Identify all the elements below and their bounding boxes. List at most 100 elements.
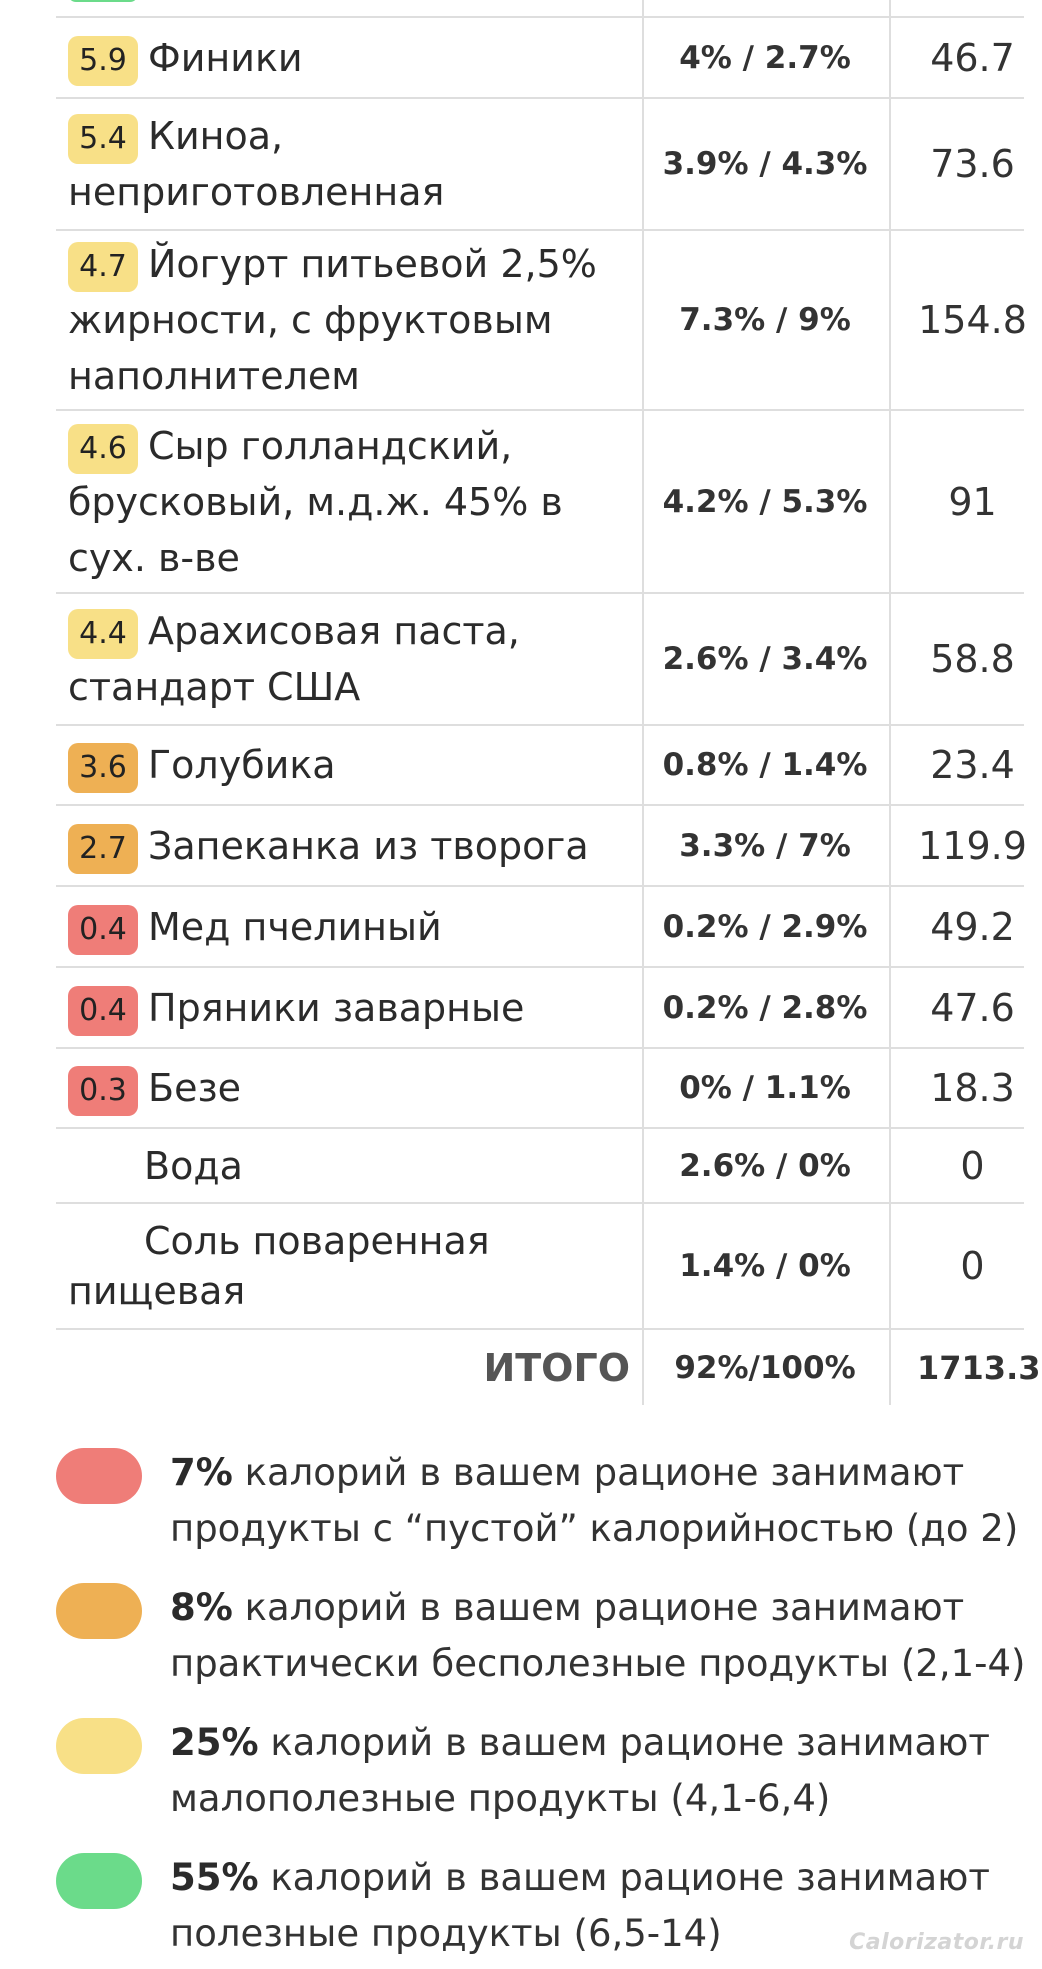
- food-name: Безе: [148, 1066, 242, 1110]
- legend-text: 25% калорий в вашем рационе занимают мал…: [170, 1715, 1030, 1827]
- legend-text: 8% калорий в вашем рационе занимают прак…: [170, 1580, 1030, 1692]
- food-name-cell: 4.6 Сыр голландский, брусковый, м.д.ж. 45…: [68, 411, 628, 592]
- food-name-cell: 0.3 Безе: [68, 1049, 628, 1127]
- percent-cell: 0.8% / 1.4%: [662, 747, 868, 783]
- kcal-cell: 0: [960, 1143, 985, 1188]
- kcal-cell: 49.2: [930, 904, 1015, 949]
- table-row: Соль поваренная пищевая 1.4% / 0% 0: [0, 1204, 1042, 1328]
- food-name-cell: 2.7 Запеканка из творога: [68, 806, 628, 885]
- row-divider: [56, 97, 1024, 99]
- food-name: Вода: [144, 1143, 243, 1188]
- table-row: 3.6 Голубика 0.8% / 1.4% 23.4: [0, 726, 1042, 804]
- food-name-cell: 3.6 Голубика: [68, 726, 628, 804]
- partial-green-badge: [68, 0, 138, 2]
- column-divider-1: [642, 0, 644, 1405]
- score-badge: 0.4: [68, 985, 138, 1036]
- legend-text: 7% калорий в вашем рационе занимают прод…: [170, 1445, 1030, 1557]
- food-name: Финики: [148, 35, 303, 80]
- table-row: 4.7 Йогурт питьевой 2,5% жирности, с фрук…: [0, 231, 1042, 409]
- kcal-cell: 119.9: [918, 823, 1027, 868]
- row-divider: [56, 966, 1024, 968]
- legend-description: калорий в вашем рационе занимают полезны…: [170, 1856, 990, 1955]
- food-name-cell: 0.4 Мед пчелиный: [68, 887, 628, 966]
- percent-cell: 4.2% / 5.3%: [662, 483, 868, 520]
- column-divider-2: [889, 0, 891, 1405]
- kcal-cell: 0: [960, 1244, 985, 1288]
- legend-swatch: [56, 1853, 142, 1909]
- score-badge: 4.4: [68, 609, 138, 659]
- table-row: 2.7 Запеканка из творога 3.3% / 7% 119.9: [0, 806, 1042, 885]
- legend-text: 55% калорий в вашем рационе занимают пол…: [170, 1850, 1030, 1962]
- food-name: Киноа, неприготовленная: [68, 114, 445, 214]
- food-name-cell: 5.9 Финики: [68, 18, 628, 97]
- legend-percent: 8%: [170, 1586, 233, 1629]
- score-badge: 0.3: [68, 1066, 138, 1116]
- row-divider: [56, 1328, 1024, 1330]
- legend-description: калорий в вашем рационе занимают малопол…: [170, 1721, 990, 1820]
- row-divider: [56, 1047, 1024, 1049]
- row-divider: [56, 409, 1024, 411]
- kcal-cell: 23.4: [930, 743, 1015, 787]
- table-row: 5.4 Киноа, неприготовленная 3.9% / 4.3% 7…: [0, 99, 1042, 229]
- food-name-cell: 4.7 Йогурт питьевой 2,5% жирности, с фрук…: [68, 231, 628, 409]
- kcal-cell: 18.3: [930, 1066, 1015, 1110]
- table-row: 4.6 Сыр голландский, брусковый, м.д.ж. 45…: [0, 411, 1042, 592]
- percent-cell: 3.9% / 4.3%: [662, 146, 868, 182]
- kcal-cell: 46.7: [930, 35, 1015, 80]
- food-name-cell: 4.4 Арахисовая паста, стандарт США: [68, 594, 628, 724]
- score-badge: 4.7: [68, 242, 138, 292]
- food-name: Мед пчелиный: [148, 904, 442, 949]
- percent-cell: 0% / 1.1%: [679, 1070, 851, 1106]
- food-name-cell: Соль поваренная пищевая: [68, 1204, 628, 1328]
- food-name: Соль поваренная пищевая: [68, 1219, 490, 1313]
- row-divider: [56, 885, 1024, 887]
- food-name-cell: 5.4 Киноа, неприготовленная: [68, 99, 628, 229]
- row-divider: [56, 1127, 1024, 1129]
- percent-cell: 0.2% / 2.9%: [662, 908, 868, 945]
- food-name: Запеканка из творога: [148, 823, 589, 868]
- score-badge: 0.4: [68, 904, 138, 955]
- percent-cell: 0.2% / 2.8%: [662, 989, 868, 1026]
- table-row: 0.4 Пряники заварные 0.2% / 2.8% 47.6: [0, 968, 1042, 1047]
- percent-cell: 4% / 2.7%: [679, 39, 851, 76]
- total-percent: 92%/100%: [674, 1349, 856, 1386]
- food-name-cell: Вода: [68, 1129, 628, 1202]
- legend-description: калорий в вашем рационе занимают продукт…: [170, 1451, 1019, 1550]
- total-row: ИТОГО 92%/100% 1713.3: [0, 1330, 1042, 1405]
- table-row: 0.3 Безе 0% / 1.1% 18.3: [0, 1049, 1042, 1127]
- percent-cell: 2.6% / 3.4%: [662, 641, 868, 677]
- kcal-cell: 154.8: [918, 298, 1027, 342]
- food-name-cell: 0.4 Пряники заварные: [68, 968, 628, 1047]
- kcal-cell: 73.6: [930, 142, 1015, 186]
- kcal-cell: 91: [948, 479, 997, 524]
- score-badge: 3.6: [68, 743, 138, 793]
- legend-swatch: [56, 1718, 142, 1774]
- food-name: Йогурт питьевой 2,5% жирности, с фруктов…: [68, 242, 597, 398]
- nutrition-table: 5.9 Финики 4% / 2.7% 46.7 5.4 Киноа, непри…: [0, 0, 1042, 1405]
- legend-percent: 7%: [170, 1451, 233, 1494]
- row-divider: [56, 592, 1024, 594]
- table-row: 0.4 Мед пчелиный 0.2% / 2.9% 49.2: [0, 887, 1042, 966]
- percent-cell: 7.3% / 9%: [679, 302, 851, 338]
- row-divider: [56, 804, 1024, 806]
- row-divider: [56, 229, 1024, 231]
- percent-cell: 3.3% / 7%: [679, 827, 851, 864]
- kcal-cell: 47.6: [930, 985, 1015, 1030]
- total-kcal: 1713.3: [917, 1348, 1041, 1387]
- score-badge: 4.6: [68, 423, 138, 474]
- table-row: 5.9 Финики 4% / 2.7% 46.7: [0, 18, 1042, 97]
- watermark: Calorizator.ru: [849, 1930, 1024, 1955]
- legend-swatch: [56, 1448, 142, 1504]
- legend-swatch: [56, 1583, 142, 1639]
- food-name: Сыр голландский, брусковый, м.д.ж. 45% в…: [68, 423, 563, 580]
- legend-description: калорий в вашем рационе занимают практич…: [170, 1586, 1026, 1685]
- percent-cell: 1.4% / 0%: [679, 1248, 851, 1284]
- total-label: ИТОГО: [483, 1345, 630, 1390]
- row-divider: [56, 724, 1024, 726]
- row-divider: [56, 16, 1024, 18]
- score-badge: 2.7: [68, 823, 138, 874]
- kcal-cell: 58.8: [930, 637, 1015, 681]
- table-row: Вода 2.6% / 0% 0: [0, 1129, 1042, 1202]
- food-name: Пряники заварные: [148, 985, 525, 1030]
- table-row: 4.4 Арахисовая паста, стандарт США 2.6% /…: [0, 594, 1042, 724]
